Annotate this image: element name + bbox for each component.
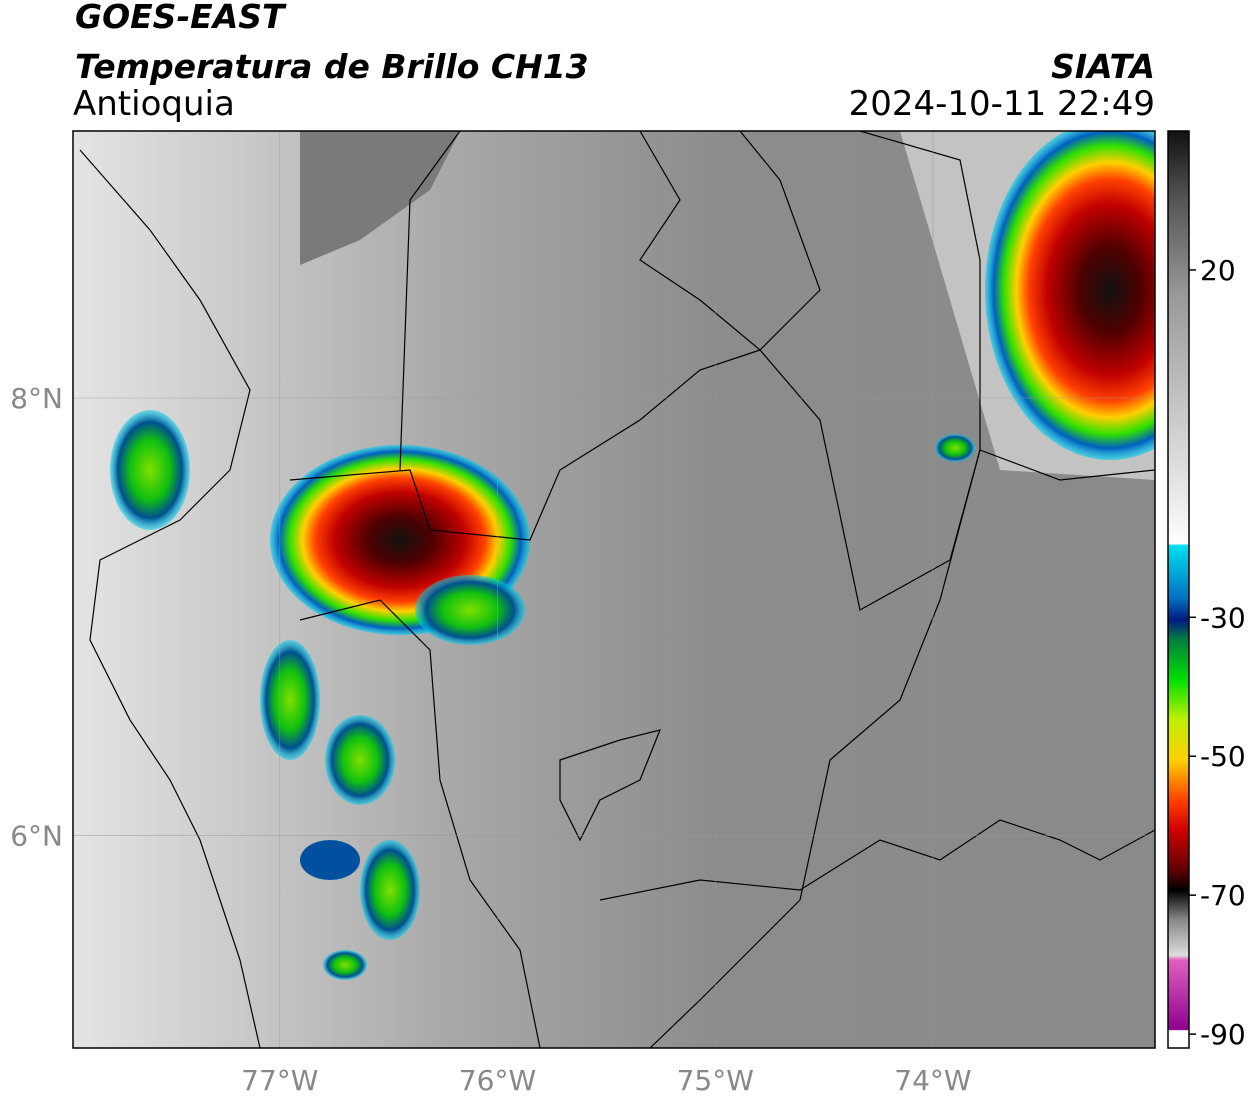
grid (73, 131, 1155, 1048)
datetime: 2024-10-11 22:49 (849, 84, 1155, 124)
colorbar-tick-label: -70 (1200, 879, 1246, 912)
y-tick-label: 8°N (10, 382, 63, 415)
colorbar (1167, 130, 1190, 1049)
satellite-image (73, 131, 1155, 1048)
colorbar-tick-label: 20 (1200, 254, 1236, 287)
subtitle: Temperatura de Brillo CH13 (75, 47, 589, 86)
x-tick-label: 76°W (459, 1064, 536, 1097)
map-frame (72, 130, 1156, 1049)
colorbar-tick-label: -30 (1200, 601, 1246, 634)
colorbar-tick-label: -50 (1200, 740, 1246, 773)
title: GOES-EAST (75, 0, 287, 36)
y-tick-label: 6°N (10, 820, 63, 853)
colorbar-tick-label: -90 (1200, 1018, 1246, 1051)
x-tick-label: 77°W (241, 1064, 318, 1097)
x-tick-label: 74°W (894, 1064, 971, 1097)
source: SIATA (1051, 47, 1155, 86)
region: Antioquia (73, 84, 235, 124)
x-tick-label: 75°W (677, 1064, 754, 1097)
